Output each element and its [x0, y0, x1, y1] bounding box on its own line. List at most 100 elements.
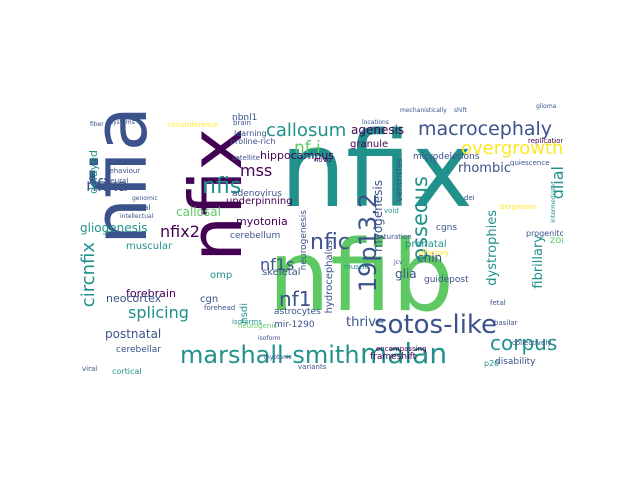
word-cloud-word: learning [234, 129, 267, 138]
word-cloud-word: c7g [426, 157, 437, 164]
word-cloud-word: sotos-like [374, 310, 498, 340]
word-cloud-word: nf-i [294, 138, 321, 158]
word-cloud-word: radial [128, 203, 151, 212]
word-cloud-word: fiber [90, 121, 104, 128]
word-cloud-word: progenitor [526, 229, 563, 238]
word-cloud-word: neurogenic [238, 322, 278, 330]
word-cloud-word: viral [82, 365, 98, 373]
word-cloud-word: granule [350, 139, 389, 150]
word-cloud-word: forebrain [126, 287, 176, 300]
word-cloud-word: agenesis [351, 123, 405, 137]
word-cloud-word: nbnl1 [232, 113, 258, 123]
word-cloud-word: intellectual [120, 213, 154, 220]
word-cloud-word: guidepost [424, 275, 469, 285]
word-cloud-word: nfix2 [160, 222, 200, 241]
word-cloud-word: cerebellar [116, 345, 161, 355]
word-cloud-word: skeletal [262, 267, 301, 278]
word-cloud-word: forehead [204, 304, 236, 312]
word-cloud-word: overgrowth [461, 138, 563, 159]
word-cloud-word: mouse [298, 153, 319, 160]
word-cloud-word: void [384, 207, 399, 215]
word-cloud-word: cerebellum [230, 231, 281, 241]
word-cloud-word: novo [314, 156, 332, 164]
word-cloud-word: nfic [310, 230, 350, 255]
word-cloud-word: malan [360, 337, 448, 370]
word-cloud-word: microdeletions [413, 152, 480, 162]
word-cloud-word: saturation [376, 233, 412, 241]
word-cloud-word: bergmann [500, 203, 536, 211]
word-cloud: nfix nfib nfia nfix marshall-smith malan sotos… [80, 100, 563, 376]
word-cloud-word: circumference [168, 121, 219, 129]
word-cloud-word: nfis [202, 174, 242, 199]
word-cloud-word: fetal [490, 299, 506, 307]
word-cloud-word: replication [528, 137, 563, 145]
word-cloud-word: encompassing [376, 345, 427, 353]
word-cloud-word: macrocephaly [418, 118, 553, 140]
word-cloud-word: underpinning [226, 196, 293, 207]
word-cloud-word: myogenesis [371, 180, 385, 252]
word-cloud-word: gliogenesis [80, 221, 148, 235]
word-cloud-word: muscle [344, 263, 370, 271]
word-cloud-word: prenatal [405, 239, 447, 250]
word-cloud-word: intermediate [550, 184, 557, 223]
word-cloud-word: behaviour [105, 167, 141, 175]
word-cloud-word: myotonia [236, 215, 288, 228]
word-cloud-word: cgn [200, 294, 219, 305]
word-cloud-word: basilar [494, 319, 518, 327]
word-cloud-word: mechanistically [400, 107, 447, 114]
word-cloud-word: cortical [112, 367, 142, 376]
word-cloud-word: adenovirus [232, 189, 282, 199]
word-cloud-word: variants [298, 363, 327, 371]
word-cloud-word: nf1s [260, 255, 295, 274]
word-cloud-word: proline-rich [230, 137, 276, 146]
word-cloud-word: glioma [536, 103, 557, 110]
word-cloud-word: nfixa [86, 176, 128, 196]
word-cloud-word: cgns [436, 223, 458, 233]
word-cloud-word: shift [454, 107, 467, 114]
word-cloud-word: jcv [394, 259, 403, 266]
word-cloud-word: glia [395, 267, 417, 281]
word-cloud-word: isoforms [232, 318, 262, 326]
word-cloud-word: postnatal [105, 327, 162, 341]
word-cloud-word: splicing [128, 303, 189, 322]
word-cloud-word: callosum [266, 120, 347, 141]
word-cloud-word: rhombic [458, 161, 511, 176]
word-cloud-word: thrive [346, 315, 384, 330]
word-cloud-word: hydrocephalus [324, 240, 335, 314]
word-cloud-word: olfactory [418, 249, 449, 257]
word-cloud-word: brain [233, 119, 251, 127]
word-cloud-word: omp [210, 270, 233, 281]
word-cloud-word: quiescence [510, 159, 550, 167]
word-cloud-word: genomic [132, 195, 158, 202]
word-cloud-word: locations [362, 119, 389, 126]
word-cloud-word: dystrophies [485, 210, 500, 286]
word-cloud-word: fibrillary [531, 235, 546, 289]
word-cloud-word: ventricles [395, 158, 405, 202]
word-cloud-word: muscular [126, 241, 173, 252]
word-cloud-word: disability [495, 357, 536, 367]
word-cloud-word: p20 [484, 359, 500, 368]
word-cloud-word: mss [240, 161, 273, 180]
word-cloud-word: circnfix [80, 242, 99, 308]
word-cloud-word: dei [464, 194, 475, 202]
word-cloud-word: nf1 [279, 287, 312, 311]
word-cloud-word: nfix [280, 109, 473, 231]
word-cloud-word: hippocampus [260, 149, 334, 162]
word-cloud-word: callosal [176, 205, 221, 219]
word-cloud-word: neurogenesis [299, 210, 309, 271]
word-cloud-word: collectively [512, 339, 552, 347]
word-cloud-word: chin [417, 251, 443, 265]
word-cloud-word: neocortex [106, 292, 162, 305]
word-cloud-word: frameshift [370, 352, 417, 362]
word-cloud-word: corpus [490, 331, 558, 355]
word-cloud-word: isoform [258, 335, 281, 342]
word-cloud-word: systems [110, 119, 135, 126]
word-cloud-word: astrocytes [274, 307, 321, 317]
word-cloud-word: delayed [87, 150, 100, 194]
word-cloud-word: satellite [232, 154, 260, 162]
word-cloud-word: nfib [268, 220, 455, 334]
word-cloud-word: mir-1290 [274, 320, 315, 330]
word-cloud-word: zone [550, 235, 563, 246]
word-cloud-word: marshall-smith [180, 341, 360, 369]
word-cloud-word: neural [106, 177, 129, 185]
